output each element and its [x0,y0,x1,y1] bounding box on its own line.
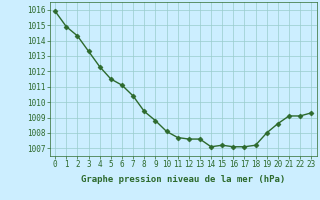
X-axis label: Graphe pression niveau de la mer (hPa): Graphe pression niveau de la mer (hPa) [81,175,285,184]
